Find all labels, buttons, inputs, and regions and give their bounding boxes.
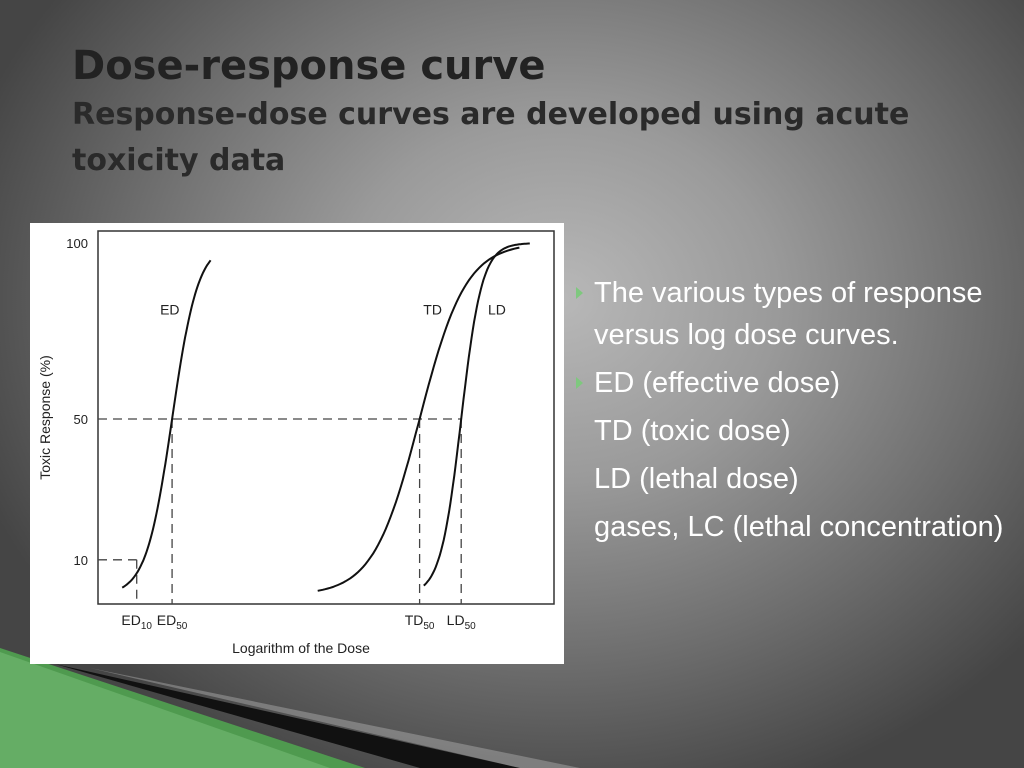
title-block: Dose-response curve Response-dose curves… [72,40,972,184]
y-tick-label: 10 [74,553,88,568]
bullet-text: TD (toxic dose) [594,415,791,447]
y-tick-label: 100 [66,236,88,251]
bullet-list: The various types of response versus log… [576,272,1006,548]
triangle-bullet-icon [576,377,583,389]
series-line-ed [121,259,212,589]
slide-title: Dose-response curve [72,43,546,89]
series-label-ed: ED [160,301,179,317]
bullet-text: ED (effective dose) [594,367,841,399]
x-tick-label: TD50 [405,612,435,632]
bullet-item: gases, LC (lethal concentration) [576,506,1006,548]
x-tick-label: ED50 [157,612,188,632]
triangle-bullet-icon [576,287,583,299]
bullet-item: ED (effective dose) [576,362,1006,404]
plot-frame [97,230,555,605]
series-line-td [317,246,520,592]
series-label-td: TD [423,301,442,317]
chart-svg: 100 50 10 Toxic Response (%) Logarithm of th… [37,230,555,656]
y-tick-label: 50 [74,412,88,427]
bullet-item: LD (lethal dose) [576,458,1006,500]
x-axis-label: Logarithm of the Dose [232,640,370,656]
bullet-item: TD (toxic dose) [576,410,1006,452]
bullet-text: The various types of response versus log… [594,277,983,351]
dose-response-chart: 100 50 10 Toxic Response (%) Logarithm of th… [30,223,564,664]
x-tick-label: ED10 [121,612,152,632]
series-line-ld [423,242,530,587]
bullet-text: LD (lethal dose) [594,463,799,495]
slide-subtitle: Response-dose curves are developed using… [72,97,910,178]
x-tick-label: LD50 [447,612,476,632]
bullet-item: The various types of response versus log… [576,272,1006,356]
series-label-ld: LD [488,301,506,317]
y-axis-label: Toxic Response (%) [37,355,53,480]
bullet-text: gases, LC (lethal concentration) [594,511,1004,543]
